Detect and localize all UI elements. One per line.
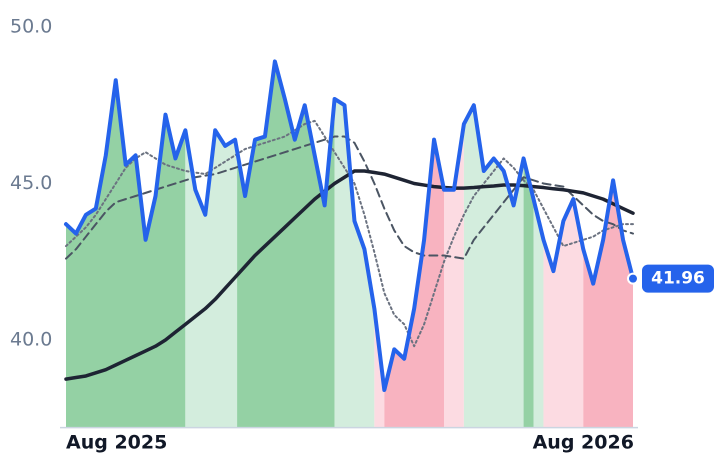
price-line [64, 59, 635, 393]
x-tick-label: Aug 2026 [533, 432, 634, 454]
value-label: 41.96 [651, 269, 705, 289]
y-tick-label: 45.0 [10, 172, 52, 194]
moving-average-line [65, 135, 634, 260]
y-tick-label: 50.0 [10, 15, 52, 37]
regime-band [66, 80, 186, 428]
regime-band [237, 61, 335, 428]
x-tick-label: Aug 2025 [66, 432, 167, 454]
regime-band [185, 130, 238, 428]
regime-band [334, 98, 375, 428]
last-point [627, 272, 639, 285]
regime-band [463, 105, 524, 428]
regime-band [444, 124, 464, 428]
regime-band [543, 199, 584, 428]
y-tick-label: 40.0 [10, 328, 52, 350]
regime-band [523, 158, 534, 428]
regime-band [583, 180, 633, 428]
value-badge [642, 264, 714, 293]
regime-band [533, 199, 544, 428]
